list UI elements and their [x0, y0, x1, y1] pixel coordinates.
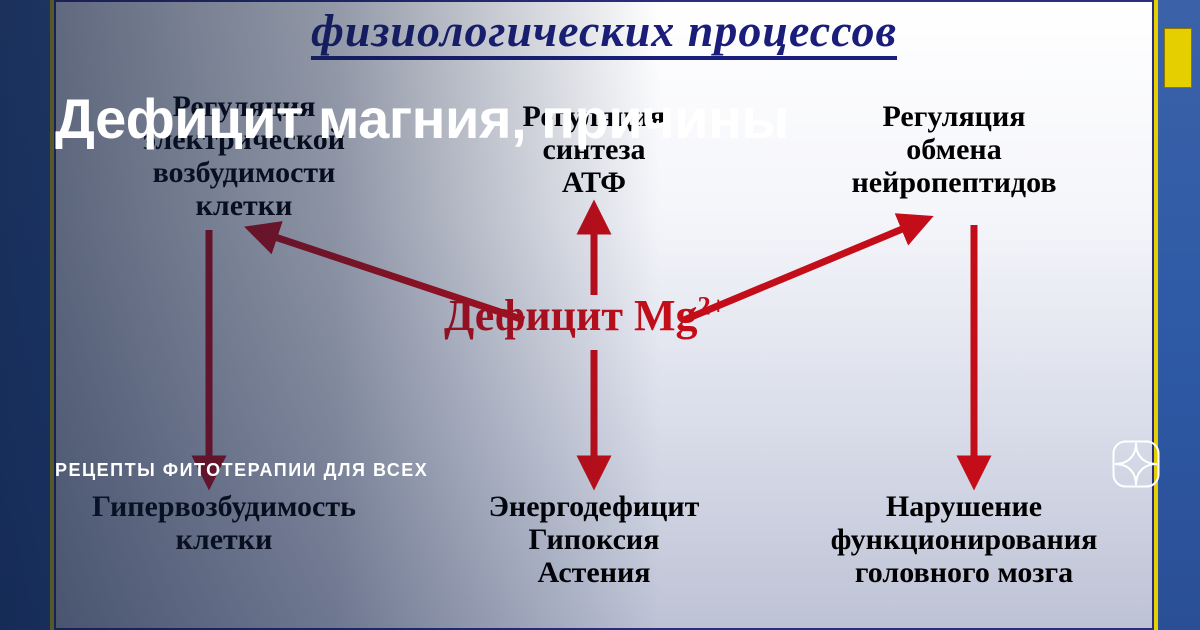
- node-bot-right: Нарушение функционирования головного моз…: [784, 490, 1144, 589]
- node-top-right: Регуляция обмена нейропептидов: [794, 100, 1114, 199]
- node-bot-left: Гипервозбудимость клетки: [54, 490, 394, 556]
- right-yellow-tab: [1164, 28, 1192, 88]
- slide-title: физиологических процессов: [54, 4, 1154, 57]
- stage: физиологических процессов Регуляция элек…: [0, 0, 1200, 630]
- zen-logo-icon: [1112, 440, 1160, 488]
- node-bot-mid: Энергодефицит Гипоксия Астения: [434, 490, 754, 589]
- central-text: Дефицит Mg: [444, 291, 698, 340]
- central-label: Дефицит Mg2+: [444, 290, 726, 341]
- article-headline: Дефицит магния, причины: [55, 86, 789, 151]
- central-superscript: 2+: [698, 290, 726, 320]
- channel-name: РЕЦЕПТЫ ФИТОТЕРАПИИ ДЛЯ ВСЕХ: [55, 460, 428, 481]
